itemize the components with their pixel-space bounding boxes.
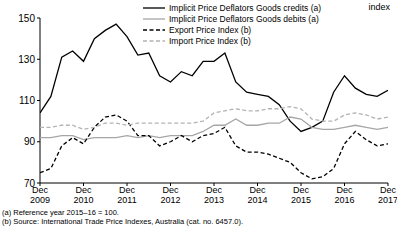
x-tick-label: Dec2013 [204,185,224,205]
series-line [40,24,388,131]
x-tick-label: Dec2011 [117,185,136,205]
x-tick-label: Dec2017 [378,185,397,205]
x-tick-label: Dec2014 [247,185,267,205]
legend-swatch [143,29,165,30]
legend-label: Import Price Index (b) [169,36,251,46]
x-tick-label: Dec2012 [160,185,180,205]
x-tick-label: Dec2015 [291,185,311,205]
legend-swatch [143,7,165,8]
y-tick-label: 90 [24,136,36,147]
x-tick-label: Dec2016 [334,185,354,205]
footnote: (a) Reference year 2015–16 = 100. [2,208,119,217]
legend-swatch [143,40,165,41]
plot-lines [40,24,388,179]
y-tick-label: 150 [18,13,35,24]
y-tick [37,18,40,19]
chart: 7090110130150Dec2009Dec2010Dec2011Dec201… [0,0,397,227]
legend-swatch [143,18,165,19]
y-tick [37,59,40,60]
legend-label: Export Price Index (b) [169,25,251,35]
y-tick [37,141,40,142]
x-tick-label: Dec2009 [30,185,50,205]
y-tick-label: 110 [19,95,35,106]
legend-label: Implicit Price Deflators Goods debits (a… [169,14,319,24]
y-tick-label: 130 [18,54,35,65]
legend-label: Implicit Price Deflators Goods credits (… [169,3,321,13]
x-tick-label: Dec2010 [73,185,93,205]
series-line [40,115,388,179]
footnote: (b) Source: International Trade Price In… [2,217,243,226]
y-axis-label: index [368,2,390,12]
y-tick [37,100,40,101]
series-line [40,107,388,130]
